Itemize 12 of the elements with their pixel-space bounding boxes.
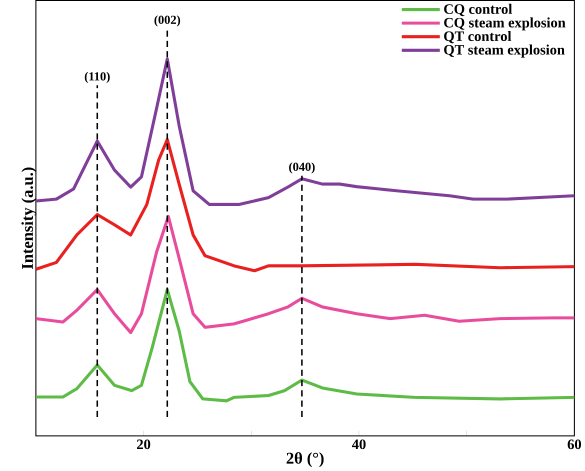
x-axis-title: 2θ (°)	[286, 452, 324, 468]
x-tick-label: 60	[568, 440, 582, 450]
annotation: (002)	[154, 16, 180, 27]
y-axis-title: Intensity (a.u.)	[21, 168, 36, 270]
legend-label: QT steam explosion	[444, 44, 565, 58]
annotation: (040)	[289, 162, 315, 174]
legend-label: CQ control	[444, 4, 512, 16]
x-tick-label: 40	[352, 440, 366, 450]
legend-label: QT control	[444, 31, 512, 44]
legend-label: CQ steam explosion	[444, 18, 566, 31]
x-tick-label: 20	[136, 440, 150, 450]
annotation: (110)	[84, 72, 110, 84]
